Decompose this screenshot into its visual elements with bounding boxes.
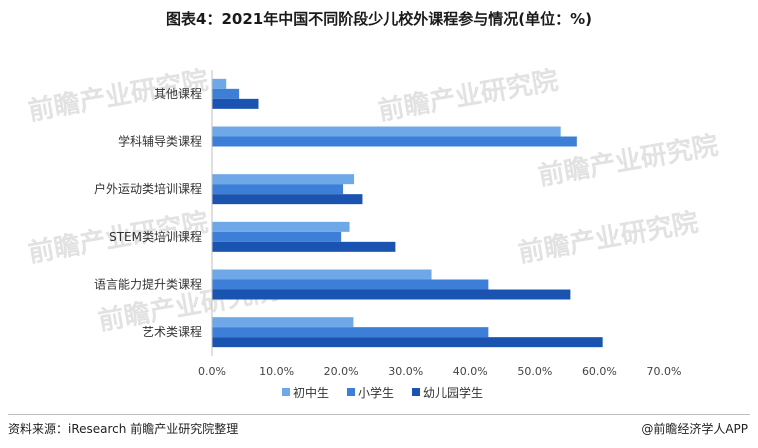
bar-2-6 (212, 327, 489, 338)
bar-3-5 (212, 289, 571, 300)
category-label: 户外运动类培训课程 (94, 181, 202, 196)
category-label: 艺术类课程 (142, 324, 202, 339)
bars (212, 78, 603, 348)
bar-2-4 (212, 231, 342, 242)
bar-2-2 (212, 136, 577, 147)
legend-label: 小学生 (358, 385, 394, 400)
watermark-text: 前瞻产业研究院 (376, 65, 561, 127)
bar-3-3 (212, 194, 363, 205)
bar-1-5 (212, 269, 432, 280)
x-tick-label: 40.0% (453, 365, 488, 378)
legend-swatch (347, 388, 355, 396)
bar-1-3 (212, 174, 355, 185)
chart-title: 图表4：2021年中国不同阶段少儿校外课程参与情况(单位：%) (166, 10, 592, 28)
watermark-text: 前瞻产业研究院 (516, 207, 701, 269)
x-tick-label: 0.0% (198, 365, 226, 378)
bar-2-5 (212, 279, 489, 290)
legend-label: 初中生 (293, 385, 329, 400)
category-label: 其他课程 (154, 86, 202, 101)
x-tick-label: 70.0% (647, 365, 682, 378)
source-text: 资料来源：iResearch 前瞻产业研究院整理 (8, 422, 239, 436)
legend-swatch (282, 388, 290, 396)
x-tick-label: 30.0% (388, 365, 423, 378)
category-label: STEM类培训课程 (109, 229, 202, 244)
bar-2-3 (212, 184, 344, 195)
legend-label: 幼儿园学生 (423, 385, 483, 400)
category-label: 语言能力提升类课程 (94, 277, 202, 292)
bar-1-6 (212, 317, 354, 328)
x-tick-label: 20.0% (324, 365, 359, 378)
bar-2-1 (212, 88, 240, 99)
bar-3-4 (212, 241, 396, 252)
x-tick-label: 50.0% (517, 365, 552, 378)
bar-3-6 (212, 337, 603, 348)
x-axis-ticks: 0.0% 10.0% 20.0% 30.0% 40.0% 50.0% 60.0% 70.0% (198, 365, 681, 378)
footer-divider (8, 414, 750, 415)
x-tick-label: 10.0% (259, 365, 294, 378)
legend-swatch (412, 388, 420, 396)
category-label: 学科辅导类课程 (118, 134, 202, 149)
x-tick-label: 60.0% (582, 365, 617, 378)
bar-1-4 (212, 221, 350, 232)
bar-1-2 (212, 126, 561, 137)
legend: 初中生 小学生 幼儿园学生 (282, 385, 483, 400)
bar-1-1 (212, 78, 227, 89)
bar-3-1 (212, 98, 259, 109)
brand-text: @前瞻经济学人APP (641, 422, 748, 436)
